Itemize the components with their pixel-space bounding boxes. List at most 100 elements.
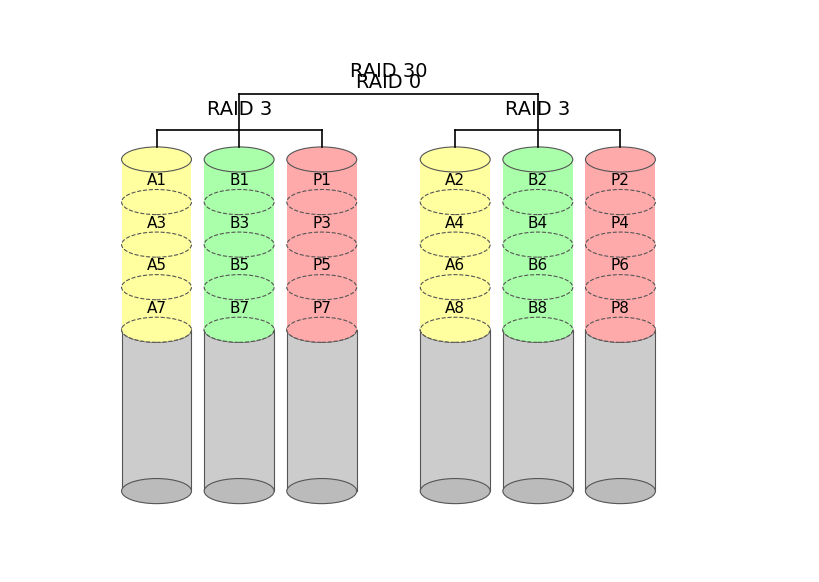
Ellipse shape (287, 190, 356, 215)
Ellipse shape (121, 147, 192, 172)
Text: A7: A7 (147, 301, 166, 316)
Ellipse shape (585, 478, 654, 503)
Polygon shape (420, 159, 490, 202)
Text: A8: A8 (445, 301, 464, 316)
Ellipse shape (585, 275, 654, 300)
Ellipse shape (204, 232, 274, 257)
Polygon shape (121, 244, 192, 287)
Ellipse shape (420, 232, 490, 257)
Polygon shape (420, 202, 490, 244)
Polygon shape (420, 287, 490, 330)
Polygon shape (585, 202, 654, 244)
Ellipse shape (420, 190, 490, 215)
Ellipse shape (121, 275, 192, 300)
Ellipse shape (420, 317, 490, 342)
Polygon shape (204, 202, 274, 244)
Text: RAID 3: RAID 3 (505, 100, 570, 119)
Polygon shape (287, 202, 356, 244)
Ellipse shape (204, 317, 274, 342)
Text: A1: A1 (147, 173, 166, 188)
Polygon shape (204, 330, 274, 491)
Text: B5: B5 (229, 258, 249, 274)
Ellipse shape (502, 232, 572, 257)
Ellipse shape (287, 317, 356, 342)
Ellipse shape (420, 478, 490, 503)
Polygon shape (287, 287, 356, 330)
Polygon shape (121, 159, 192, 202)
Polygon shape (585, 244, 654, 287)
Ellipse shape (204, 147, 274, 172)
Polygon shape (585, 330, 654, 491)
Polygon shape (287, 159, 356, 202)
Text: P6: P6 (610, 258, 629, 274)
Ellipse shape (287, 147, 356, 172)
Ellipse shape (502, 317, 572, 342)
Text: B6: B6 (527, 258, 547, 274)
Polygon shape (204, 159, 274, 202)
Text: A3: A3 (147, 216, 166, 231)
Text: B2: B2 (527, 173, 547, 188)
Text: B7: B7 (229, 301, 249, 316)
Ellipse shape (585, 190, 654, 215)
Polygon shape (121, 202, 192, 244)
Ellipse shape (585, 232, 654, 257)
Text: P8: P8 (610, 301, 629, 316)
Text: A4: A4 (445, 216, 464, 231)
Polygon shape (502, 159, 572, 202)
Ellipse shape (121, 232, 192, 257)
Polygon shape (420, 244, 490, 287)
Polygon shape (502, 287, 572, 330)
Ellipse shape (420, 275, 490, 300)
Polygon shape (420, 330, 490, 491)
Ellipse shape (121, 317, 192, 342)
Ellipse shape (585, 317, 654, 342)
Ellipse shape (420, 147, 490, 172)
Ellipse shape (502, 190, 572, 215)
Ellipse shape (287, 317, 356, 342)
Text: P7: P7 (312, 301, 331, 316)
Ellipse shape (585, 317, 654, 342)
Text: A5: A5 (147, 258, 166, 274)
Polygon shape (287, 330, 356, 491)
Polygon shape (204, 244, 274, 287)
Text: B3: B3 (229, 216, 249, 231)
Ellipse shape (204, 478, 274, 503)
Ellipse shape (502, 275, 572, 300)
Text: A2: A2 (445, 173, 464, 188)
Text: B1: B1 (229, 173, 249, 188)
Text: P4: P4 (610, 216, 629, 231)
Polygon shape (585, 287, 654, 330)
Ellipse shape (204, 190, 274, 215)
Polygon shape (121, 287, 192, 330)
Text: P5: P5 (312, 258, 331, 274)
Text: B8: B8 (527, 301, 547, 316)
Polygon shape (585, 159, 654, 202)
Ellipse shape (204, 275, 274, 300)
Ellipse shape (287, 478, 356, 503)
Polygon shape (502, 244, 572, 287)
Text: P2: P2 (610, 173, 629, 188)
Text: RAID 0: RAID 0 (355, 73, 420, 93)
Polygon shape (287, 244, 356, 287)
Ellipse shape (502, 317, 572, 342)
Ellipse shape (502, 478, 572, 503)
Ellipse shape (502, 147, 572, 172)
Text: P3: P3 (312, 216, 331, 231)
Ellipse shape (204, 317, 274, 342)
Text: A6: A6 (445, 258, 464, 274)
Polygon shape (502, 202, 572, 244)
Ellipse shape (287, 232, 356, 257)
Polygon shape (204, 287, 274, 330)
Polygon shape (502, 330, 572, 491)
Ellipse shape (121, 190, 192, 215)
Ellipse shape (121, 317, 192, 342)
Text: RAID 30: RAID 30 (349, 62, 427, 81)
Text: RAID 3: RAID 3 (206, 100, 271, 119)
Ellipse shape (121, 478, 192, 503)
Ellipse shape (287, 275, 356, 300)
Polygon shape (121, 330, 192, 491)
Ellipse shape (585, 147, 654, 172)
Text: B4: B4 (527, 216, 547, 231)
Ellipse shape (420, 317, 490, 342)
Text: P1: P1 (312, 173, 331, 188)
